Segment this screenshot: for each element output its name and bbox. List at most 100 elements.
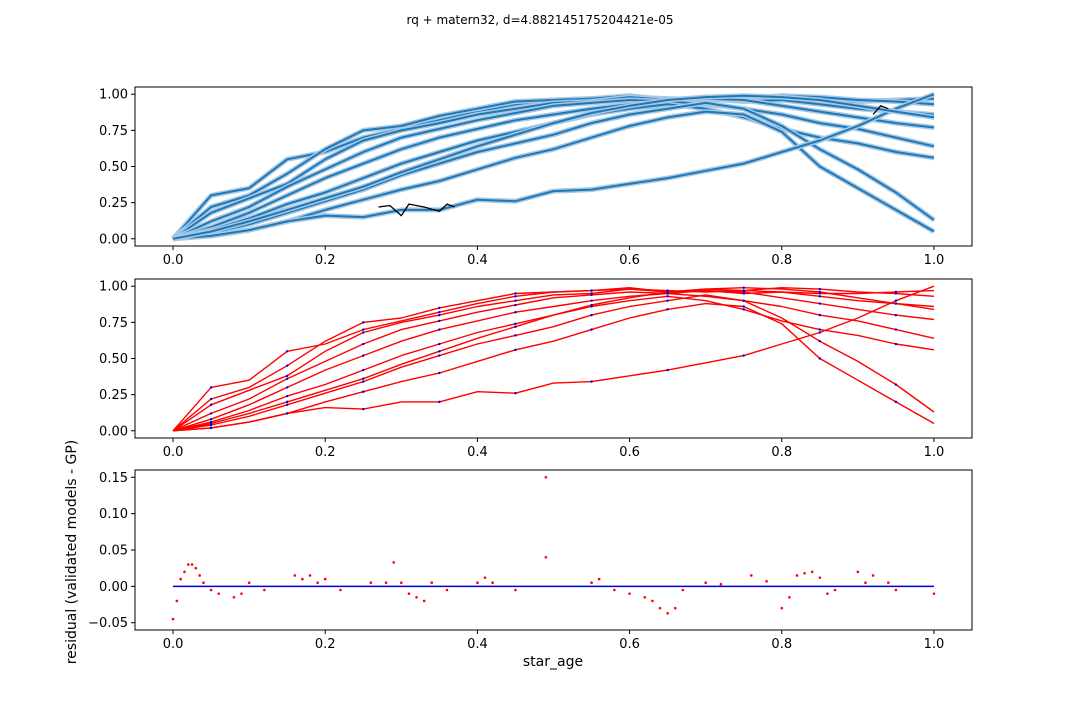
residual-point	[369, 581, 373, 585]
middle-point	[818, 328, 822, 331]
middle-line-8	[172, 285, 935, 432]
middle-line-1	[172, 287, 935, 432]
bottom-x-tick-label: 0.6	[619, 637, 640, 652]
bottom-x-tick-label: 0.4	[467, 637, 488, 652]
residual-point	[658, 606, 662, 610]
middle-line-0	[172, 288, 935, 432]
middle-point	[894, 292, 898, 295]
residual-point	[780, 606, 784, 610]
middle-y-tick-label: 0.75	[99, 316, 128, 331]
residual-point	[514, 588, 517, 592]
residual-point	[818, 576, 822, 579]
residual-point	[894, 588, 898, 592]
figure-suptitle: rq + matern32, d=4.882145175204421e-05	[406, 13, 673, 27]
residual-point	[590, 581, 593, 585]
residual-point	[392, 561, 396, 564]
middle-point	[438, 311, 441, 314]
residual-point	[247, 581, 251, 585]
residual-point	[613, 588, 616, 592]
middle-point	[514, 311, 517, 314]
top-gp-line-6	[172, 101, 935, 240]
residual-point	[179, 577, 182, 581]
residual-point	[932, 592, 936, 595]
residual-point	[628, 592, 631, 595]
middle-point	[362, 390, 365, 393]
bottom-y-tick-label: −0.05	[88, 616, 128, 631]
middle-point	[285, 400, 289, 404]
middle-point	[438, 319, 441, 323]
middle-point	[894, 299, 898, 302]
middle-y-tick-label: 0.00	[99, 424, 128, 439]
residual-point	[704, 581, 707, 585]
middle-point	[209, 412, 213, 415]
residual-point	[597, 577, 601, 581]
top-x-tick-label: 0.8	[771, 253, 792, 268]
residual-point	[673, 606, 677, 610]
residual-point	[198, 574, 201, 577]
top-gp-line-4	[172, 100, 935, 240]
residual-point	[323, 577, 327, 581]
middle-point	[742, 290, 745, 294]
middle-point	[438, 371, 441, 375]
residual-point	[430, 581, 434, 585]
middle-point	[666, 295, 669, 298]
middle-point	[209, 403, 213, 406]
residual-point	[240, 592, 243, 595]
residual-point	[651, 599, 654, 603]
residual-point	[810, 570, 814, 574]
top-y-tick-label: 0.25	[99, 196, 128, 211]
middle-point	[818, 339, 822, 343]
residual-point	[407, 592, 411, 595]
middle-x-tick-label: 0.0	[163, 445, 184, 460]
bottom-y-tick-label: 0.10	[99, 507, 128, 522]
residual-point	[666, 611, 669, 615]
residual-point	[491, 581, 494, 585]
residual-point	[171, 617, 175, 621]
middle-point	[894, 328, 898, 331]
middle-point	[285, 412, 289, 415]
middle-point	[285, 374, 289, 378]
middle-point	[209, 426, 213, 430]
residual-point	[202, 581, 205, 585]
middle-point	[514, 348, 517, 352]
middle-point	[894, 342, 898, 346]
bottom-x-tick-label: 0.0	[163, 637, 184, 652]
middle-point	[818, 302, 822, 305]
middle-point	[894, 302, 898, 305]
residual-point	[719, 582, 723, 586]
residual-point	[483, 576, 487, 579]
middle-point	[742, 308, 745, 311]
middle-point	[362, 342, 365, 346]
middle-point	[590, 328, 593, 331]
residual-point	[339, 588, 342, 592]
middle-point	[818, 287, 822, 291]
middle-point	[590, 293, 593, 297]
middle-axes-frame	[134, 278, 973, 439]
bottom-y-tick-label: 0.00	[99, 580, 128, 595]
residual-point	[833, 588, 837, 592]
middle-point	[818, 357, 822, 360]
middle-point	[362, 368, 365, 372]
top-gp-line-8	[172, 93, 935, 240]
top-validated-line-a	[378, 203, 455, 217]
middle-point	[666, 299, 669, 302]
middle-x-tick-label: 0.8	[771, 445, 792, 460]
middle-point	[514, 303, 517, 307]
residual-point	[476, 581, 479, 585]
middle-point	[590, 289, 593, 292]
middle-point	[742, 305, 745, 308]
middle-line-7	[172, 302, 935, 432]
middle-point	[514, 322, 517, 326]
middle-point	[590, 313, 593, 317]
middle-point	[209, 418, 213, 421]
top-y-tick-label: 0.00	[99, 232, 128, 247]
y-axis-label: residual (validated models - GP)	[64, 440, 80, 665]
middle-point	[362, 377, 365, 380]
residual-point	[681, 588, 685, 592]
middle-point	[894, 313, 898, 317]
residual-point	[384, 581, 388, 585]
bottom-y-tick-label: 0.05	[99, 544, 128, 559]
middle-point	[818, 331, 822, 334]
top-gp-line-9	[172, 94, 935, 240]
